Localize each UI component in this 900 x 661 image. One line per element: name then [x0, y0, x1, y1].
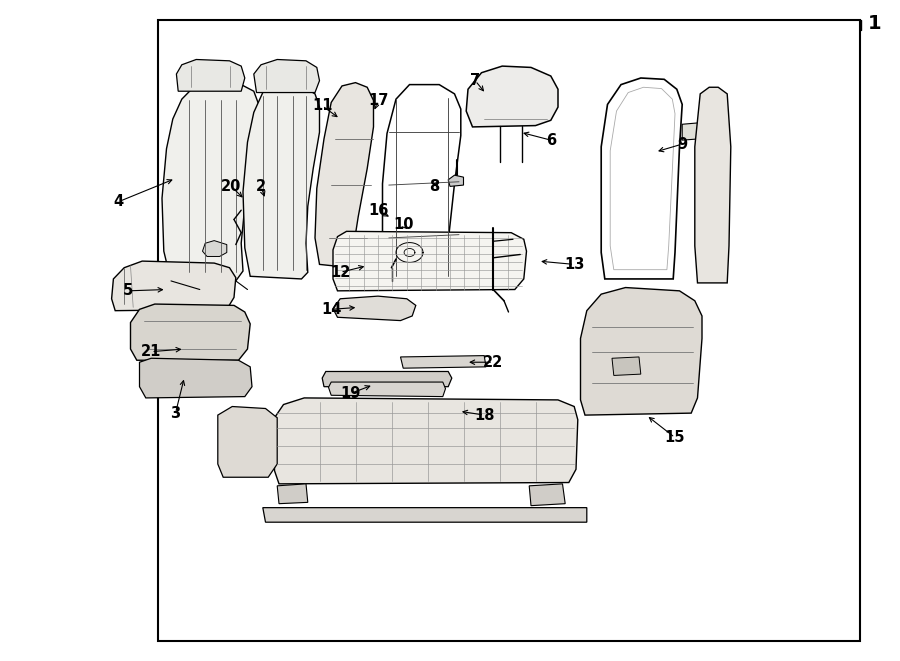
- Polygon shape: [443, 413, 484, 424]
- Text: 10: 10: [393, 217, 413, 232]
- Polygon shape: [612, 357, 641, 375]
- Polygon shape: [695, 87, 731, 283]
- Text: 1: 1: [868, 14, 882, 32]
- Text: 12: 12: [330, 265, 350, 280]
- Text: 9: 9: [677, 137, 688, 151]
- Text: 2: 2: [256, 179, 266, 194]
- Text: 7: 7: [470, 73, 481, 88]
- Polygon shape: [218, 407, 277, 477]
- Text: 22: 22: [483, 355, 503, 369]
- Polygon shape: [243, 85, 320, 279]
- Text: 4: 4: [113, 194, 124, 209]
- Text: 6: 6: [545, 133, 556, 147]
- Text: 17: 17: [368, 93, 388, 108]
- Polygon shape: [333, 296, 416, 321]
- Polygon shape: [466, 66, 558, 127]
- Polygon shape: [601, 78, 682, 279]
- Polygon shape: [333, 231, 526, 291]
- Text: 16: 16: [368, 203, 388, 217]
- Polygon shape: [112, 261, 236, 311]
- Text: 14: 14: [321, 302, 341, 317]
- Polygon shape: [610, 87, 675, 270]
- Polygon shape: [682, 123, 700, 140]
- Polygon shape: [130, 304, 250, 360]
- Polygon shape: [418, 407, 432, 415]
- Polygon shape: [140, 358, 252, 398]
- Polygon shape: [428, 403, 464, 415]
- Text: 8: 8: [428, 179, 439, 194]
- Polygon shape: [400, 356, 486, 368]
- Text: 5: 5: [122, 284, 133, 298]
- Text: 18: 18: [474, 408, 494, 422]
- Polygon shape: [328, 382, 446, 397]
- Text: 19: 19: [341, 386, 361, 401]
- Text: 20: 20: [221, 179, 241, 194]
- Polygon shape: [176, 59, 245, 91]
- Polygon shape: [254, 59, 320, 93]
- Bar: [158, 20, 860, 641]
- Text: 13: 13: [564, 257, 584, 272]
- Text: 3: 3: [170, 406, 181, 420]
- Polygon shape: [277, 484, 308, 504]
- Polygon shape: [382, 85, 461, 286]
- Polygon shape: [448, 175, 464, 186]
- Polygon shape: [322, 371, 452, 387]
- Polygon shape: [274, 398, 578, 484]
- Polygon shape: [529, 484, 565, 506]
- Polygon shape: [466, 410, 481, 418]
- Text: 21: 21: [141, 344, 161, 359]
- Polygon shape: [162, 83, 259, 281]
- Text: 11: 11: [312, 98, 332, 113]
- Polygon shape: [263, 508, 587, 522]
- Polygon shape: [315, 83, 374, 268]
- Text: 15: 15: [665, 430, 685, 445]
- Polygon shape: [580, 288, 702, 415]
- Polygon shape: [202, 241, 227, 256]
